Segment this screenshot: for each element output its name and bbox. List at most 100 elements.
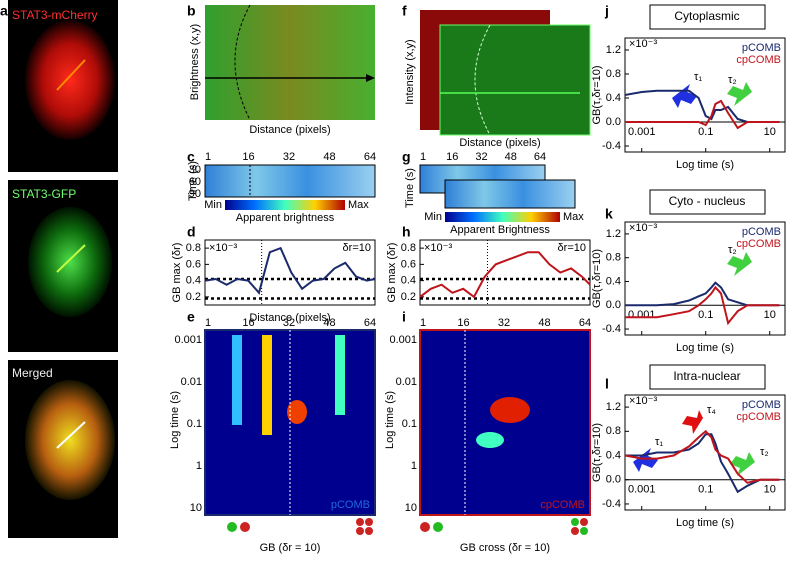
tick-label: 1 xyxy=(205,151,211,163)
x-tick-label: 0.1 xyxy=(698,484,713,496)
axis-label: Distance (pixels) xyxy=(249,124,330,136)
axis-label: GB max (δr) xyxy=(386,243,398,303)
tick-label: 64 xyxy=(364,151,376,163)
annotation: δr=10 xyxy=(558,242,586,254)
icon xyxy=(227,522,237,532)
panel-letter: h xyxy=(402,224,411,240)
icon xyxy=(571,527,579,535)
tick-label: 0.01 xyxy=(396,376,417,388)
tick-label: 60 xyxy=(189,176,201,188)
arrow xyxy=(672,84,697,108)
tick-label: 10 xyxy=(405,502,417,514)
x-tick-label: 0.001 xyxy=(628,309,656,321)
tick-label: 48 xyxy=(323,317,335,329)
icon xyxy=(420,522,430,532)
axis-label: GB max (δr) xyxy=(171,243,183,303)
axis-label: Time (s) xyxy=(187,161,199,201)
tick-label: 0.1 xyxy=(402,418,417,430)
colorbar-label: Max xyxy=(348,199,369,211)
icon xyxy=(356,527,364,535)
heat xyxy=(262,335,272,435)
axis-label: Log time (s) xyxy=(676,517,734,529)
panel-letter: l xyxy=(605,376,609,392)
annotation: τ₄ xyxy=(707,404,716,416)
tick-label: 16 xyxy=(242,151,254,163)
y-tick-label: 1.2 xyxy=(606,44,621,56)
y-tick-label: 1.2 xyxy=(606,401,621,413)
cell xyxy=(25,20,115,140)
tick-label: 30 xyxy=(189,164,201,176)
heat xyxy=(232,335,242,425)
tick-label: 1 xyxy=(411,460,417,472)
tick-label: 1 xyxy=(196,460,202,472)
axis-label: Distance (pixels) xyxy=(459,137,540,149)
panel-title: Intra-nuclear xyxy=(673,369,740,383)
multiplier: ×10⁻³ xyxy=(629,38,657,50)
plot-frame xyxy=(624,221,786,336)
x-tick-label: 10 xyxy=(764,484,776,496)
image xyxy=(205,5,375,120)
boundary xyxy=(474,24,491,136)
panel-letter: k xyxy=(605,206,613,222)
y-tick-label: 0.0 xyxy=(606,474,621,486)
axis-label: Apparent brightness xyxy=(236,212,335,224)
cell xyxy=(25,380,115,500)
colorbar-label: Max xyxy=(563,211,584,223)
axis-label: Brightness (x,y) xyxy=(189,24,201,100)
axis-label: Log time (s) xyxy=(676,159,734,171)
y-tick-label: 0.8 xyxy=(401,242,416,254)
tick-label: 1 xyxy=(205,317,211,329)
icon xyxy=(571,518,579,526)
series-line xyxy=(624,89,780,123)
tick-label: 16 xyxy=(242,317,254,329)
plot-frame xyxy=(419,239,591,306)
y-tick-label: 0.0 xyxy=(606,116,621,128)
icon xyxy=(365,527,373,535)
colorbar xyxy=(225,200,345,210)
cell xyxy=(28,207,112,317)
label: Merged xyxy=(12,366,53,380)
axis-label: GB cross (δr = 10) xyxy=(460,542,550,554)
tick-label: 90 xyxy=(189,188,201,200)
title-box xyxy=(649,189,766,215)
axis-label: Intensity (x,y) xyxy=(404,39,416,104)
panel-letter: j xyxy=(604,3,609,19)
arrow xyxy=(727,252,752,276)
multiplier: ×10⁻³ xyxy=(629,222,657,234)
tick-label: 32 xyxy=(283,317,295,329)
panel-letter: i xyxy=(402,309,406,325)
panel-letter: a xyxy=(0,3,8,19)
legend-entry: cpCOMB xyxy=(736,238,781,250)
panel-letter: c xyxy=(187,149,195,165)
legend-entry: pCOMB xyxy=(742,226,781,238)
panel-title: Cytoplasmic xyxy=(674,9,739,23)
panel-title: Cyto - nucleus xyxy=(669,194,746,208)
y-tick-label: 0.8 xyxy=(186,242,201,254)
multiplier: ×10⁻³ xyxy=(209,242,237,254)
tick-label: 32 xyxy=(498,317,510,329)
tick-label: 48 xyxy=(323,151,335,163)
carpet xyxy=(444,179,576,209)
panel-letter: d xyxy=(187,224,196,240)
y-tick-label: 0.8 xyxy=(606,68,621,80)
y-tick-label: 0.4 xyxy=(606,275,621,287)
arrow xyxy=(633,448,658,472)
series-line xyxy=(625,433,780,494)
y-tick-label: 0.4 xyxy=(401,275,416,287)
legend-entry: pCOMB xyxy=(742,399,781,411)
tag: pCOMB xyxy=(331,499,370,511)
tick-label: 48 xyxy=(538,317,550,329)
x-tick-label: 0.1 xyxy=(698,309,713,321)
y-tick-label: 0.6 xyxy=(401,258,416,270)
y-tick-label: 1.2 xyxy=(606,228,621,240)
tick-label: 32 xyxy=(283,151,295,163)
arrow xyxy=(366,74,375,82)
axis-label: GB(τ,δr=10) xyxy=(591,423,603,482)
tag: cpCOMB xyxy=(540,499,585,511)
y-tick-label: 0.6 xyxy=(186,258,201,270)
tick-label: 0.001 xyxy=(389,334,417,346)
legend-entry: cpCOMB xyxy=(736,411,781,423)
tick-label: 16 xyxy=(457,317,469,329)
label: STAT3-mCherry xyxy=(12,8,98,22)
